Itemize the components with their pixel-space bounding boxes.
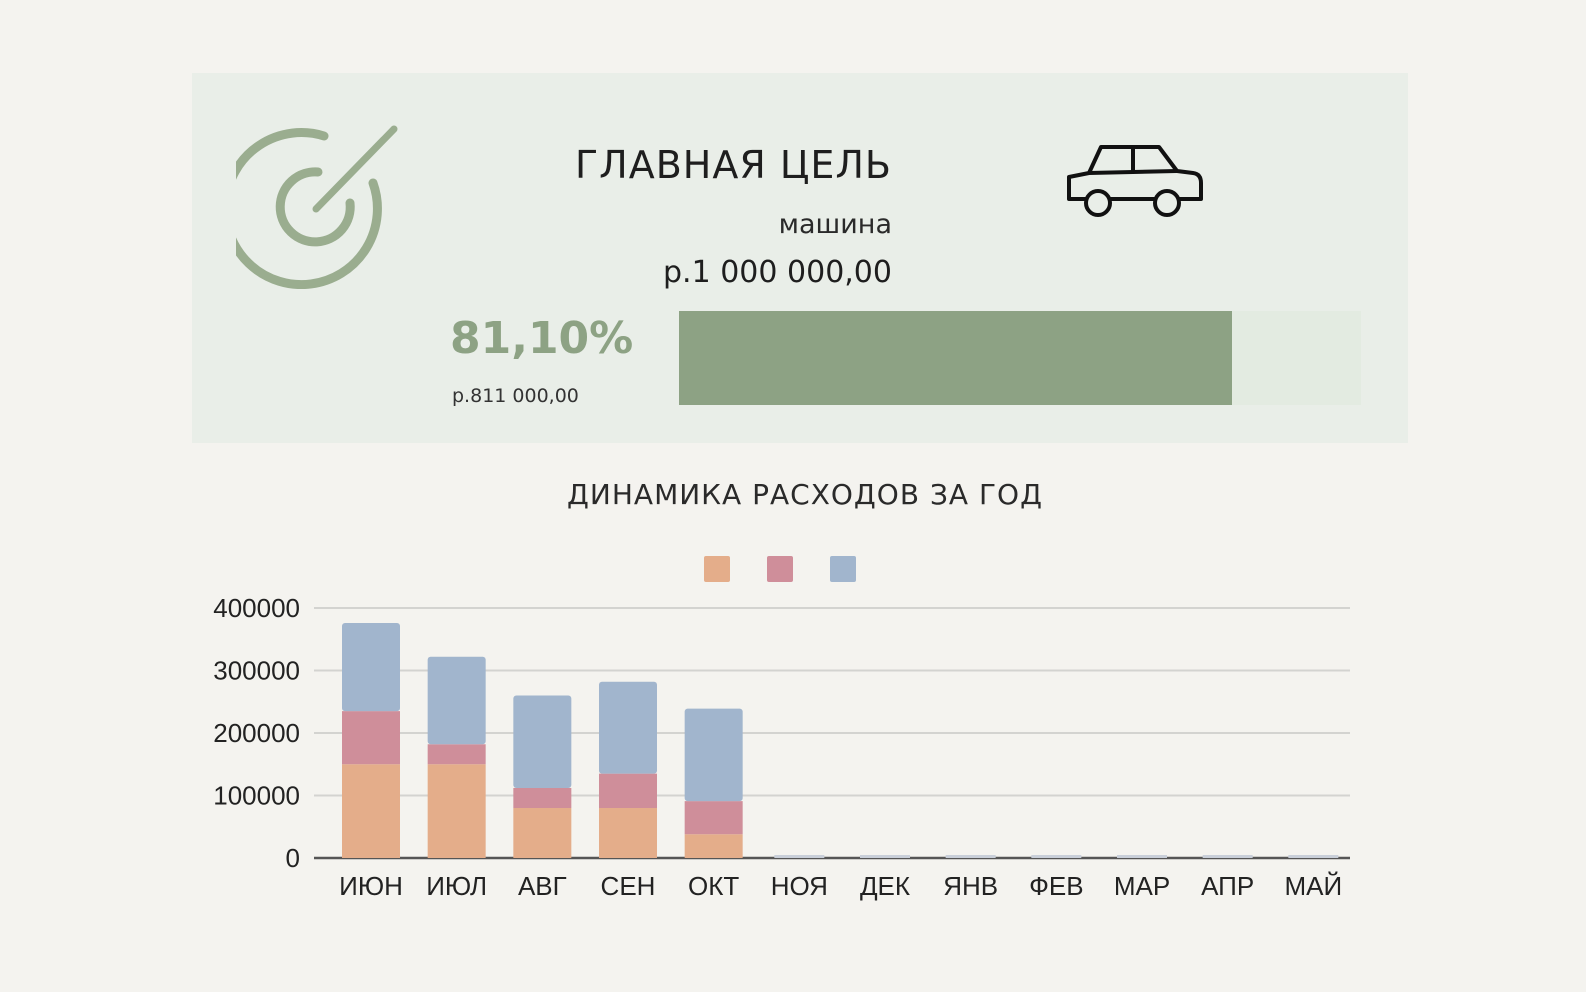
bar-empty bbox=[860, 855, 910, 858]
goal-card: ГЛАВНАЯ ЦЕЛЬ машина р.1 000 000,00 81,10… bbox=[192, 73, 1408, 443]
bar-segment bbox=[599, 681, 657, 774]
x-tick-label: АВГ bbox=[518, 871, 567, 901]
bar-segment bbox=[342, 623, 400, 712]
x-tick-label: ОКТ bbox=[688, 871, 739, 901]
bar-empty bbox=[1117, 855, 1167, 858]
bar-segment bbox=[427, 656, 486, 745]
x-tick-label: НОЯ bbox=[771, 871, 828, 901]
x-tick-label: МАЙ bbox=[1284, 871, 1342, 901]
y-tick-label: 300000 bbox=[213, 656, 300, 686]
goal-title: ГЛАВНАЯ ЦЕЛЬ bbox=[574, 143, 892, 187]
expense-chart: 0 100000 200000 300000 400000 ИЮН ИЮЛ АВГ СЕН ОКТ… bbox=[213, 556, 1350, 901]
progress-fill bbox=[679, 311, 1233, 405]
y-tick-label: 400000 bbox=[213, 593, 300, 623]
target-icon bbox=[236, 125, 398, 289]
y-tick-label: 200000 bbox=[213, 718, 300, 748]
bar-empty bbox=[774, 855, 825, 858]
y-tick-label: 100000 bbox=[213, 781, 300, 811]
bar-segment bbox=[427, 764, 486, 858]
bar-segment bbox=[342, 764, 400, 858]
car-icon bbox=[1067, 145, 1203, 217]
legend-swatch bbox=[830, 556, 856, 582]
chart-title: ДИНАМИКА РАСХОДОВ ЗА ГОД bbox=[567, 478, 1043, 511]
bar-empty bbox=[1202, 855, 1253, 858]
progress-percent: 81,10% bbox=[450, 313, 634, 364]
bar-empty bbox=[945, 855, 996, 858]
bar-segment bbox=[599, 808, 657, 858]
x-tick-label: ФЕВ bbox=[1029, 871, 1083, 901]
goal-name: машина bbox=[778, 209, 892, 240]
x-tick-label: ИЮН bbox=[339, 871, 403, 901]
x-tick-label: АПР bbox=[1201, 871, 1254, 901]
bar-segment bbox=[684, 801, 743, 835]
saved-amount: р.811 000,00 bbox=[452, 385, 579, 407]
x-tick-label: ЯНВ bbox=[943, 871, 998, 901]
progress-bar bbox=[679, 311, 1361, 405]
x-tick-label: ДЕК bbox=[860, 871, 910, 901]
legend-swatch bbox=[704, 556, 730, 582]
bar-segment bbox=[427, 744, 486, 765]
bar-empty bbox=[1031, 855, 1082, 858]
bar-segment bbox=[513, 808, 572, 858]
x-tick-label: СЕН bbox=[601, 871, 656, 901]
bar-segment bbox=[599, 773, 657, 808]
bar-segment bbox=[513, 695, 572, 788]
y-tick-label: 0 bbox=[286, 843, 300, 873]
goal-amount: р.1 000 000,00 bbox=[663, 255, 892, 290]
bar-segment bbox=[342, 711, 400, 765]
bar-empty bbox=[1288, 855, 1339, 858]
x-tick-label: ИЮЛ bbox=[426, 871, 487, 901]
legend-swatch bbox=[767, 556, 793, 582]
bar-segment bbox=[684, 708, 743, 802]
bar-segment bbox=[513, 788, 572, 808]
bar-segment bbox=[684, 834, 743, 858]
x-tick-label: МАР bbox=[1114, 871, 1170, 901]
